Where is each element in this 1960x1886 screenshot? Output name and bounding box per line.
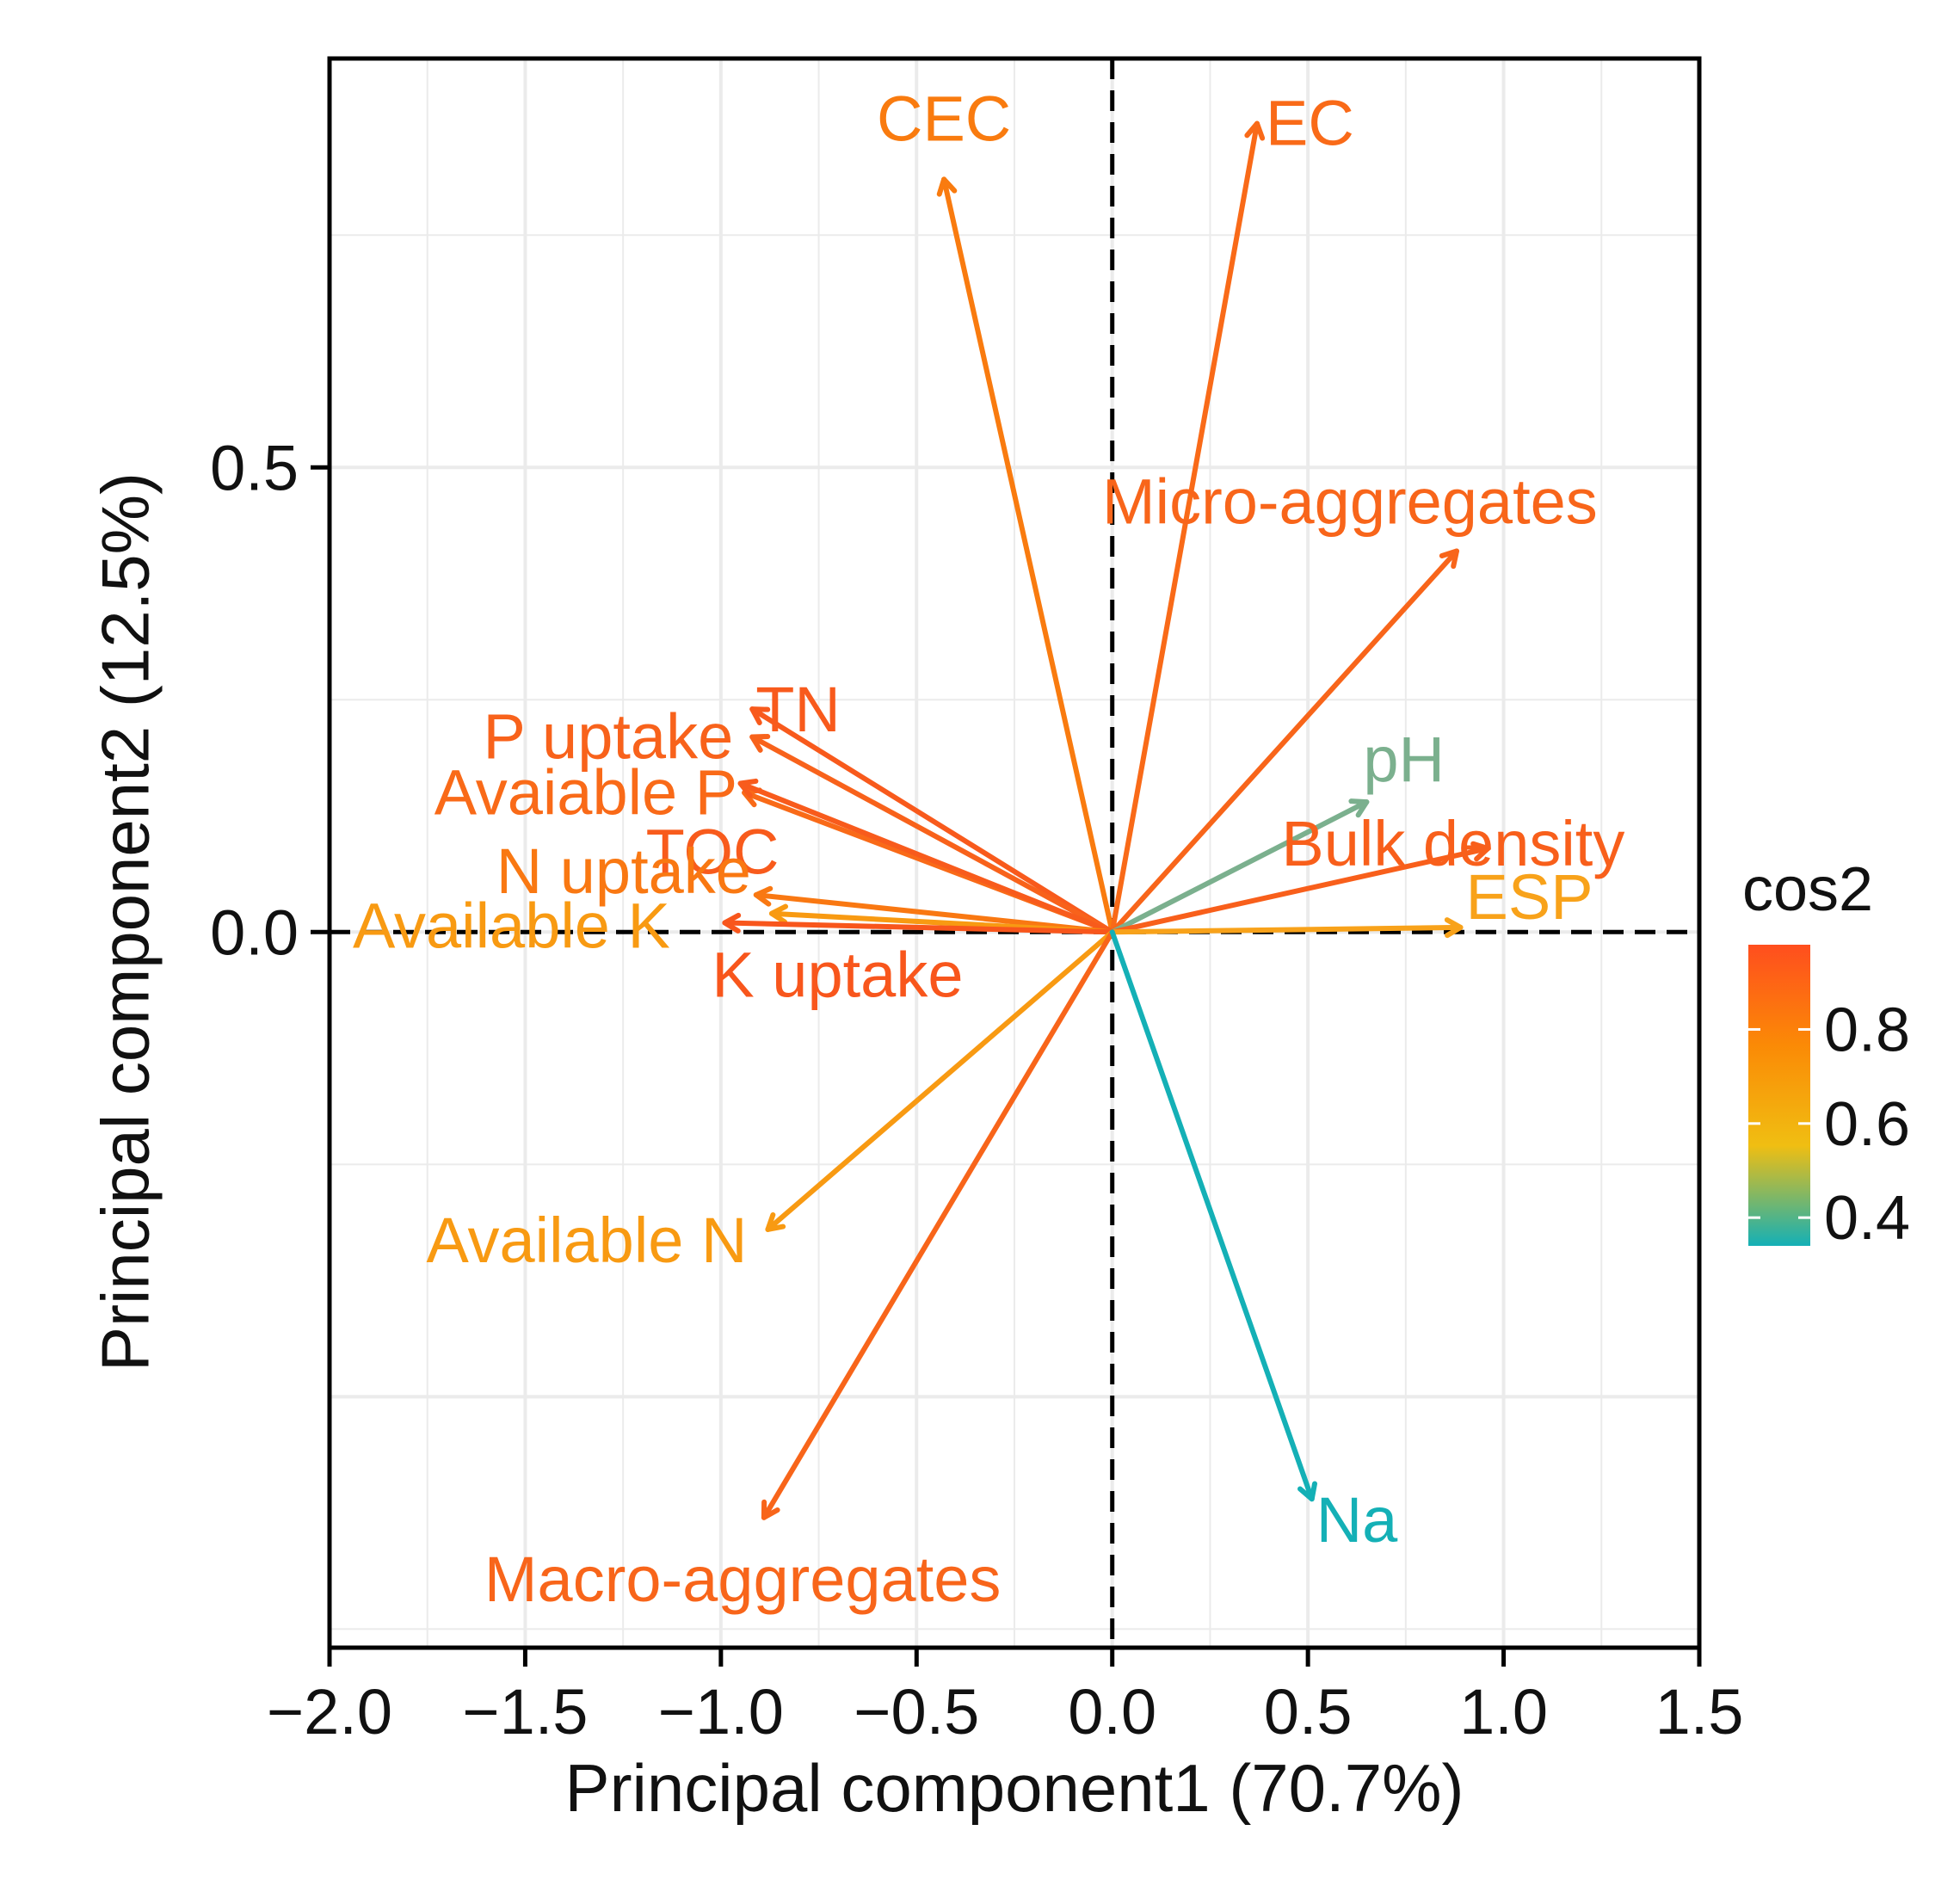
legend-colorbar bbox=[1748, 945, 1810, 1246]
x-tick-label: −1.5 bbox=[462, 1676, 588, 1747]
x-tick-label: −1.0 bbox=[658, 1676, 784, 1747]
legend-tick-label: 0.8 bbox=[1824, 995, 1910, 1064]
label-p-uptake: P uptake bbox=[483, 700, 733, 772]
arrowhead-toc bbox=[737, 778, 759, 798]
arrowhead-n-uptake bbox=[753, 885, 774, 907]
arrowhead-ec bbox=[1244, 120, 1266, 141]
arrowhead-na bbox=[1297, 1481, 1318, 1502]
label-tn: TN bbox=[755, 674, 841, 745]
panel-border bbox=[327, 56, 1702, 1650]
cos2-legend: cos2 0.4 0.6 0.8 bbox=[1742, 855, 1910, 1253]
label-k-uptake: K uptake bbox=[712, 940, 963, 1011]
y-axis-title: Principal component2 (12.5%) bbox=[88, 472, 163, 1371]
variable-arrows bbox=[722, 120, 1491, 1520]
label-toc: TOC bbox=[646, 816, 780, 887]
arrow-toc bbox=[737, 780, 1115, 935]
arrowhead-cec bbox=[936, 176, 958, 197]
arrowhead-ph bbox=[1348, 798, 1370, 818]
x-tick-label: 1.5 bbox=[1655, 1676, 1744, 1747]
y-tick-label: 0.5 bbox=[210, 432, 299, 503]
arrowhead-available-k bbox=[768, 903, 789, 925]
arrow-cec bbox=[941, 176, 1115, 935]
label-available-k: Available K bbox=[353, 891, 670, 962]
label-ph: pH bbox=[1363, 724, 1445, 795]
legend-title: cos2 bbox=[1742, 855, 1873, 924]
label-micro-aggregates: Micro-aggregates bbox=[1102, 465, 1598, 537]
x-tick-label: 1.0 bbox=[1459, 1676, 1548, 1747]
arrow-bulk-density bbox=[1109, 846, 1491, 935]
arrow-n-uptake bbox=[753, 892, 1115, 935]
arrowhead-bulk-density bbox=[1470, 841, 1491, 862]
arrowhead-tn bbox=[749, 706, 771, 725]
x-tick-label: 0.0 bbox=[1068, 1676, 1156, 1747]
arrow-ph bbox=[1109, 799, 1370, 935]
arrow-micro-aggregates bbox=[1109, 548, 1459, 935]
arrowhead-p-uptake bbox=[749, 734, 771, 753]
arrow-esp bbox=[1109, 924, 1464, 935]
arrow-p-uptake bbox=[749, 734, 1115, 935]
label-avaiable-p: Avaiable P bbox=[435, 756, 737, 828]
variable-labels: CEC EC Micro-aggregates TN P uptakeAvaiable … bbox=[353, 83, 1624, 1614]
arrowhead-k-uptake bbox=[722, 912, 742, 934]
y-tick-label: 0.0 bbox=[210, 897, 299, 968]
arrowhead-available-n bbox=[765, 1211, 786, 1232]
label-bulk-density: Bulk density bbox=[1281, 808, 1624, 879]
label-na: Na bbox=[1316, 1484, 1398, 1556]
label-esp: ESP bbox=[1466, 861, 1593, 933]
arrow-macro-aggregates bbox=[761, 929, 1115, 1520]
arrow-k-uptake bbox=[722, 920, 1115, 935]
arrow-tn bbox=[749, 706, 1115, 935]
arrowhead-micro-aggregates bbox=[1439, 548, 1459, 570]
arrow-available-n bbox=[765, 929, 1115, 1232]
legend-tick-label: 0.6 bbox=[1824, 1090, 1910, 1159]
label-macro-aggregates: Macro-aggregates bbox=[484, 1544, 1002, 1615]
x-tick-label: −0.5 bbox=[854, 1676, 979, 1747]
arrow-na bbox=[1109, 929, 1315, 1502]
arrowhead-macro-aggregates bbox=[761, 1499, 780, 1520]
label-available-n: Available N bbox=[426, 1205, 747, 1276]
x-tick-label: −2.0 bbox=[267, 1676, 392, 1747]
label-cec: CEC bbox=[877, 83, 1011, 154]
x-axis-title: Principal component1 (70.7%) bbox=[565, 1750, 1464, 1826]
label-n-uptake: N uptake bbox=[496, 835, 751, 907]
legend-tick-label: 0.4 bbox=[1824, 1184, 1910, 1253]
x-tick-label: 0.5 bbox=[1264, 1676, 1353, 1747]
label-ec: EC bbox=[1266, 88, 1354, 159]
arrow-ec bbox=[1109, 120, 1260, 935]
axes: −2.0 −1.5 −1.0 −0.5 0.0 0.5 1.0 1.5 0.0 0.5 bbox=[210, 56, 1744, 1747]
arrowhead-esp bbox=[1444, 917, 1464, 939]
